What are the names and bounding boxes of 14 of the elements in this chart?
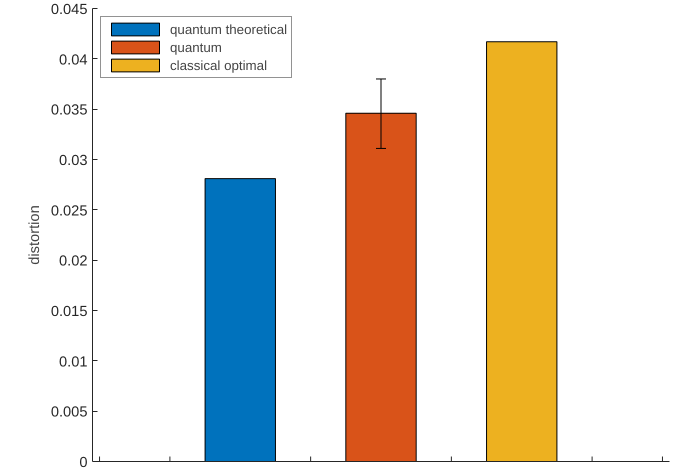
y-tick-label: 0.005	[50, 404, 88, 421]
y-tick-label: 0	[79, 455, 88, 471]
y-tick-label: 0.035	[50, 102, 88, 119]
legend-label: quantum theoretical	[170, 22, 288, 36]
y-tick-label: 0.015	[50, 304, 88, 320]
y-tick-label: 0.025	[50, 203, 88, 220]
y-tick-label: 0.03	[58, 153, 88, 169]
y-tick-label: 0.045	[50, 2, 88, 18]
y-tick-label: 0.01	[58, 354, 88, 370]
y-tick-label: 0.04	[58, 52, 88, 68]
legend-label: classical optimal	[170, 58, 268, 72]
y-tick-label: 0.02	[58, 254, 88, 270]
y-axis-title: distortion	[26, 205, 43, 265]
legend-label: quantum	[170, 40, 222, 54]
